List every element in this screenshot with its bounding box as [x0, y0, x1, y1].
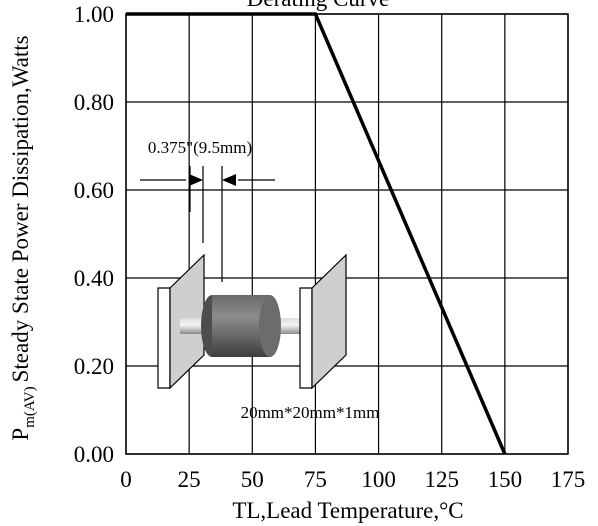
- y-tick-label: 0.40: [74, 266, 114, 291]
- y-tick-labels: 0.00 0.20 0.40 0.60 0.80 1.00: [74, 2, 114, 467]
- x-tick-label: 50: [241, 467, 264, 492]
- y-axis-label: Pm(AV)Steady State Power Dissipation,Wat…: [8, 35, 38, 440]
- x-tick-label: 125: [424, 467, 459, 492]
- series-group: [126, 12, 507, 455]
- x-tick-label: 150: [488, 467, 523, 492]
- plot-frame: [125, 13, 569, 455]
- right-heatsink: [299, 287, 313, 389]
- y-tick-label: 0.80: [74, 90, 114, 115]
- grid: [125, 13, 569, 455]
- x-axis-label: TL,Lead Temperature,°C: [232, 498, 463, 523]
- y-tick-label: 1.00: [74, 2, 114, 27]
- x-tick-labels: 0 25 50 75 100 125 150 175: [120, 467, 585, 492]
- y-tick-label: 0.00: [74, 442, 114, 467]
- x-tick-label: 75: [304, 467, 327, 492]
- x-tick-label: 25: [178, 467, 201, 492]
- x-tick-label: 0: [120, 467, 132, 492]
- left-heatsink: [157, 287, 171, 389]
- x-tick-label: 175: [551, 467, 586, 492]
- lead-length-label: 0.375"(9.5mm): [148, 138, 252, 157]
- heatsink-size-label: 20mm*20mm*1mm: [241, 403, 380, 422]
- x-tick-label: 100: [361, 467, 396, 492]
- diode-illustration: 20mm*20mm*1mm: [157, 253, 380, 422]
- y-tick-label: 0.60: [74, 178, 114, 203]
- derating-curve-line: [126, 12, 507, 455]
- chart-title: Derating Curve: [247, 0, 389, 11]
- lead-length-dimension: 0.375"(9.5mm): [140, 138, 275, 282]
- y-tick-label: 0.20: [74, 354, 114, 379]
